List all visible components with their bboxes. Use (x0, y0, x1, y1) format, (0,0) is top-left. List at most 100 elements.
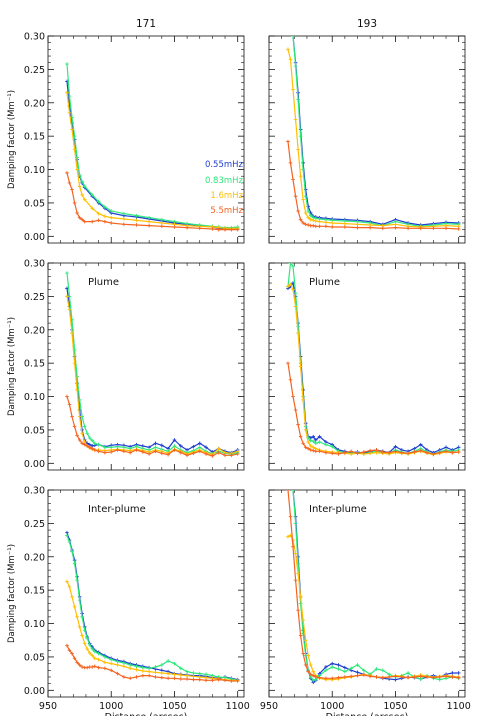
panel-193-plume-series-5-5mhz-point (431, 452, 436, 456)
panel-171-top-ytick-label-0.10: 0.10 (24, 165, 45, 176)
panel-171-inter-plume-series-5-5mhz-point (229, 679, 234, 683)
panel-171-top-series-1-6mhz-point (122, 217, 126, 221)
panel-171-top-series-0-83mhz-point (80, 179, 84, 184)
panel-193-inter-plume-series-5-5mhz-point (437, 675, 442, 679)
panel-193-top-frame (268, 35, 466, 244)
panel-193-top-series-5-5mhz-point (368, 225, 372, 230)
panel-171-inter-plume-series-1-6mhz-point (85, 647, 89, 651)
panel-171-plume-frame (47, 262, 245, 471)
panel-171-plume-series-5-5mhz-point (204, 452, 208, 456)
panel-193-top-series-5-5mhz-point (306, 223, 310, 227)
panel-171-plume-series-5-5mhz-point (75, 433, 79, 438)
panel-193-inter-plume-series-5-5mhz-point (368, 674, 372, 679)
panel-171-plume-series-5-5mhz-point (70, 414, 74, 419)
panel-193-inter-plume-plot-area (286, 490, 461, 685)
panel-193-inter-plume-series-0-83mhz-point (355, 663, 360, 667)
panel-193-plume-series-5-5mhz-point (336, 452, 341, 456)
panel-171-plume-series-5-5mhz-point (87, 445, 92, 450)
panel-193-top-series-5-5mhz-point (418, 226, 423, 231)
panel-171-inter-plume-series-1-6mhz-point (75, 615, 79, 619)
column-title-171: 171 (136, 18, 156, 30)
panel-171-inter-plume-series-1-6mhz-point (166, 671, 170, 676)
panel-171-inter-plume-ytick-label-0.10: 0.10 (24, 619, 45, 630)
panel-193-inter-plume-series-5-5mhz-point (444, 674, 448, 679)
panel-171-plume-series-5-5mhz-point (85, 444, 89, 448)
panel-171-top-series-5-5mhz-point (72, 201, 77, 205)
panel-171-plume-series-5-5mhz-point (65, 394, 69, 399)
panel-193-plume-series-5-5mhz-point (450, 450, 455, 455)
legend-label-083mhz: 0.83mHz (205, 176, 244, 186)
panel-171-top-series-1-6mhz-point (72, 147, 77, 152)
panel-171-plume-series-0-83mhz-point (85, 431, 89, 436)
panel-193-inter-plume-series-5-5mhz-point (450, 675, 455, 679)
panel-171-inter-plume: 950 1000 1050 1100 0.00 0.05 0.10 0.15 0.20 0.25 0… (7, 486, 250, 716)
panel-171-inter-plume-series-5-5mhz-point (67, 648, 72, 653)
panel-193-top-series-1-6mhz-point (355, 222, 360, 227)
panel-171-inter-plume-series-5-5mhz-point (235, 679, 240, 683)
panel-193-inter-plume-series-0-83mhz-point (330, 665, 335, 669)
panel-193-top-series-1-6mhz-point (313, 219, 318, 223)
panel-193-top-series-5-5mhz-point (296, 209, 300, 213)
panel-171-plume-series-5-5mhz-point (153, 449, 158, 454)
panel-193-inter-plume-panel-label: Inter-plume (309, 504, 367, 515)
panel-171-inter-plume-xlabel: Distance (arcsec) (105, 712, 188, 716)
panel-171-inter-plume-series-1-6mhz-point (160, 671, 164, 675)
panel-171-plume-series-0-55mhz-point (204, 445, 208, 450)
panel-171-top-series-1-6mhz-point (103, 214, 107, 219)
panel-171-top-series-1-6mhz-point (160, 221, 164, 225)
panel-193-plume-series-0-83mhz-point (308, 438, 313, 443)
panel-171-inter-plume-series-5-5mhz-point (70, 651, 74, 656)
panel-171-inter-plume-ytick-label-0.15: 0.15 (24, 586, 45, 597)
panel-171-top-series-5-5mhz-point (223, 227, 227, 232)
panel-171-inter-plume-series-0-83mhz-point (166, 659, 170, 663)
panel-171-plume-series-0-83mhz-point (90, 438, 95, 443)
panel-171-plume-series-0-55mhz-point (172, 438, 177, 442)
panel-171-inter-plume-series-5-5mhz-point (216, 677, 221, 682)
panel-193-inter-plume-series-1-6mhz-point (298, 595, 303, 599)
panel-193-plume-series-0-83mhz-point (288, 263, 293, 265)
panel-193-inter-plume-xtick-label-1100: 1100 (447, 701, 471, 712)
panel-193-inter-plume-series-0-55mhz-point (330, 661, 335, 666)
panel-171-plume-series-0-55mhz-point (160, 443, 164, 448)
panel-171-top-series-5-5mhz-point (134, 223, 139, 227)
panel-171-top-series-0-83mhz-point (90, 193, 95, 197)
panel-193-plume-series-1-6mhz-point (301, 398, 305, 402)
panel-171-inter-plume-series-5-5mhz-point (166, 676, 170, 681)
panel-193-plume-series-0-83mhz-point (313, 441, 318, 446)
panel-171-inter-plume-series-0-83mhz-point (103, 655, 107, 659)
panel-171-inter-plume-series-0-83mhz-point (87, 643, 92, 647)
panel-193-plume-series-5-5mhz-point (301, 441, 305, 446)
panel-171-inter-plume-series-5-5mhz-point (153, 675, 158, 679)
panel-193-plume-series-5-5mhz-point (286, 361, 290, 365)
panel-171-plume-series-5-5mhz-point (197, 449, 202, 454)
panel-171-inter-plume-series-5-5mhz-point (134, 675, 139, 679)
panel-193-inter-plume-series-1-6mhz-point (286, 534, 290, 539)
panel-193-inter-plume-xlabel: Distance (arcsec) (326, 712, 409, 716)
panel-171-top-series-0-83mhz-point (122, 211, 126, 216)
panel-171-inter-plume-series-5-5mhz-point (77, 663, 82, 667)
panel-193-plume-series-1-6mhz-point (291, 287, 295, 292)
panel-193-inter-plume-series-0-83mhz-point (293, 521, 298, 526)
panel-193-inter-plume-series-5-5mhz-point (286, 490, 290, 492)
panel-193-top-series-5-5mhz-point (381, 226, 385, 231)
panel-193-inter-plume-series-0-83mhz-point (324, 668, 328, 673)
panel-193-inter-plume-series-0-55mhz-line (292, 490, 459, 683)
panel-171-inter-plume-series-1-6mhz-point (87, 651, 92, 655)
panel-171-inter-plume-series-5-5mhz-point (172, 676, 177, 681)
panel-193-plume-series-5-5mhz-point (311, 448, 316, 453)
panel-171-inter-plume-series-1-6mhz-point (92, 656, 97, 661)
panel-171-plume-ytick-label-0.20: 0.20 (24, 325, 45, 336)
panel-171-inter-plume-series-0-83mhz-point (115, 659, 120, 664)
panel-171-plume-ytick-label-0.15: 0.15 (24, 359, 45, 370)
panel-171-inter-plume-xtick-label-950: 950 (39, 701, 57, 712)
panel-171-top-series-1-6mhz-point (77, 184, 82, 189)
panel-193-plume-series-0-55mhz-point (393, 444, 398, 449)
panel-193-top-series-1-6mhz-point (306, 215, 310, 220)
panel-193-inter-plume-xtick-label-950: 950 (260, 701, 278, 712)
panel-193-plume-series-1-6mhz-point (286, 284, 290, 289)
panel-193-top-series-1-6mhz-point (393, 222, 398, 227)
panel-193-inter-plume-series-5-5mhz-point (425, 675, 429, 679)
panel-171-plume-series-5-5mhz-point (90, 446, 95, 451)
legend-label-55mhz: 5.5mHz (210, 206, 243, 216)
panel-171-top-series-5-5mhz-point (80, 217, 84, 222)
